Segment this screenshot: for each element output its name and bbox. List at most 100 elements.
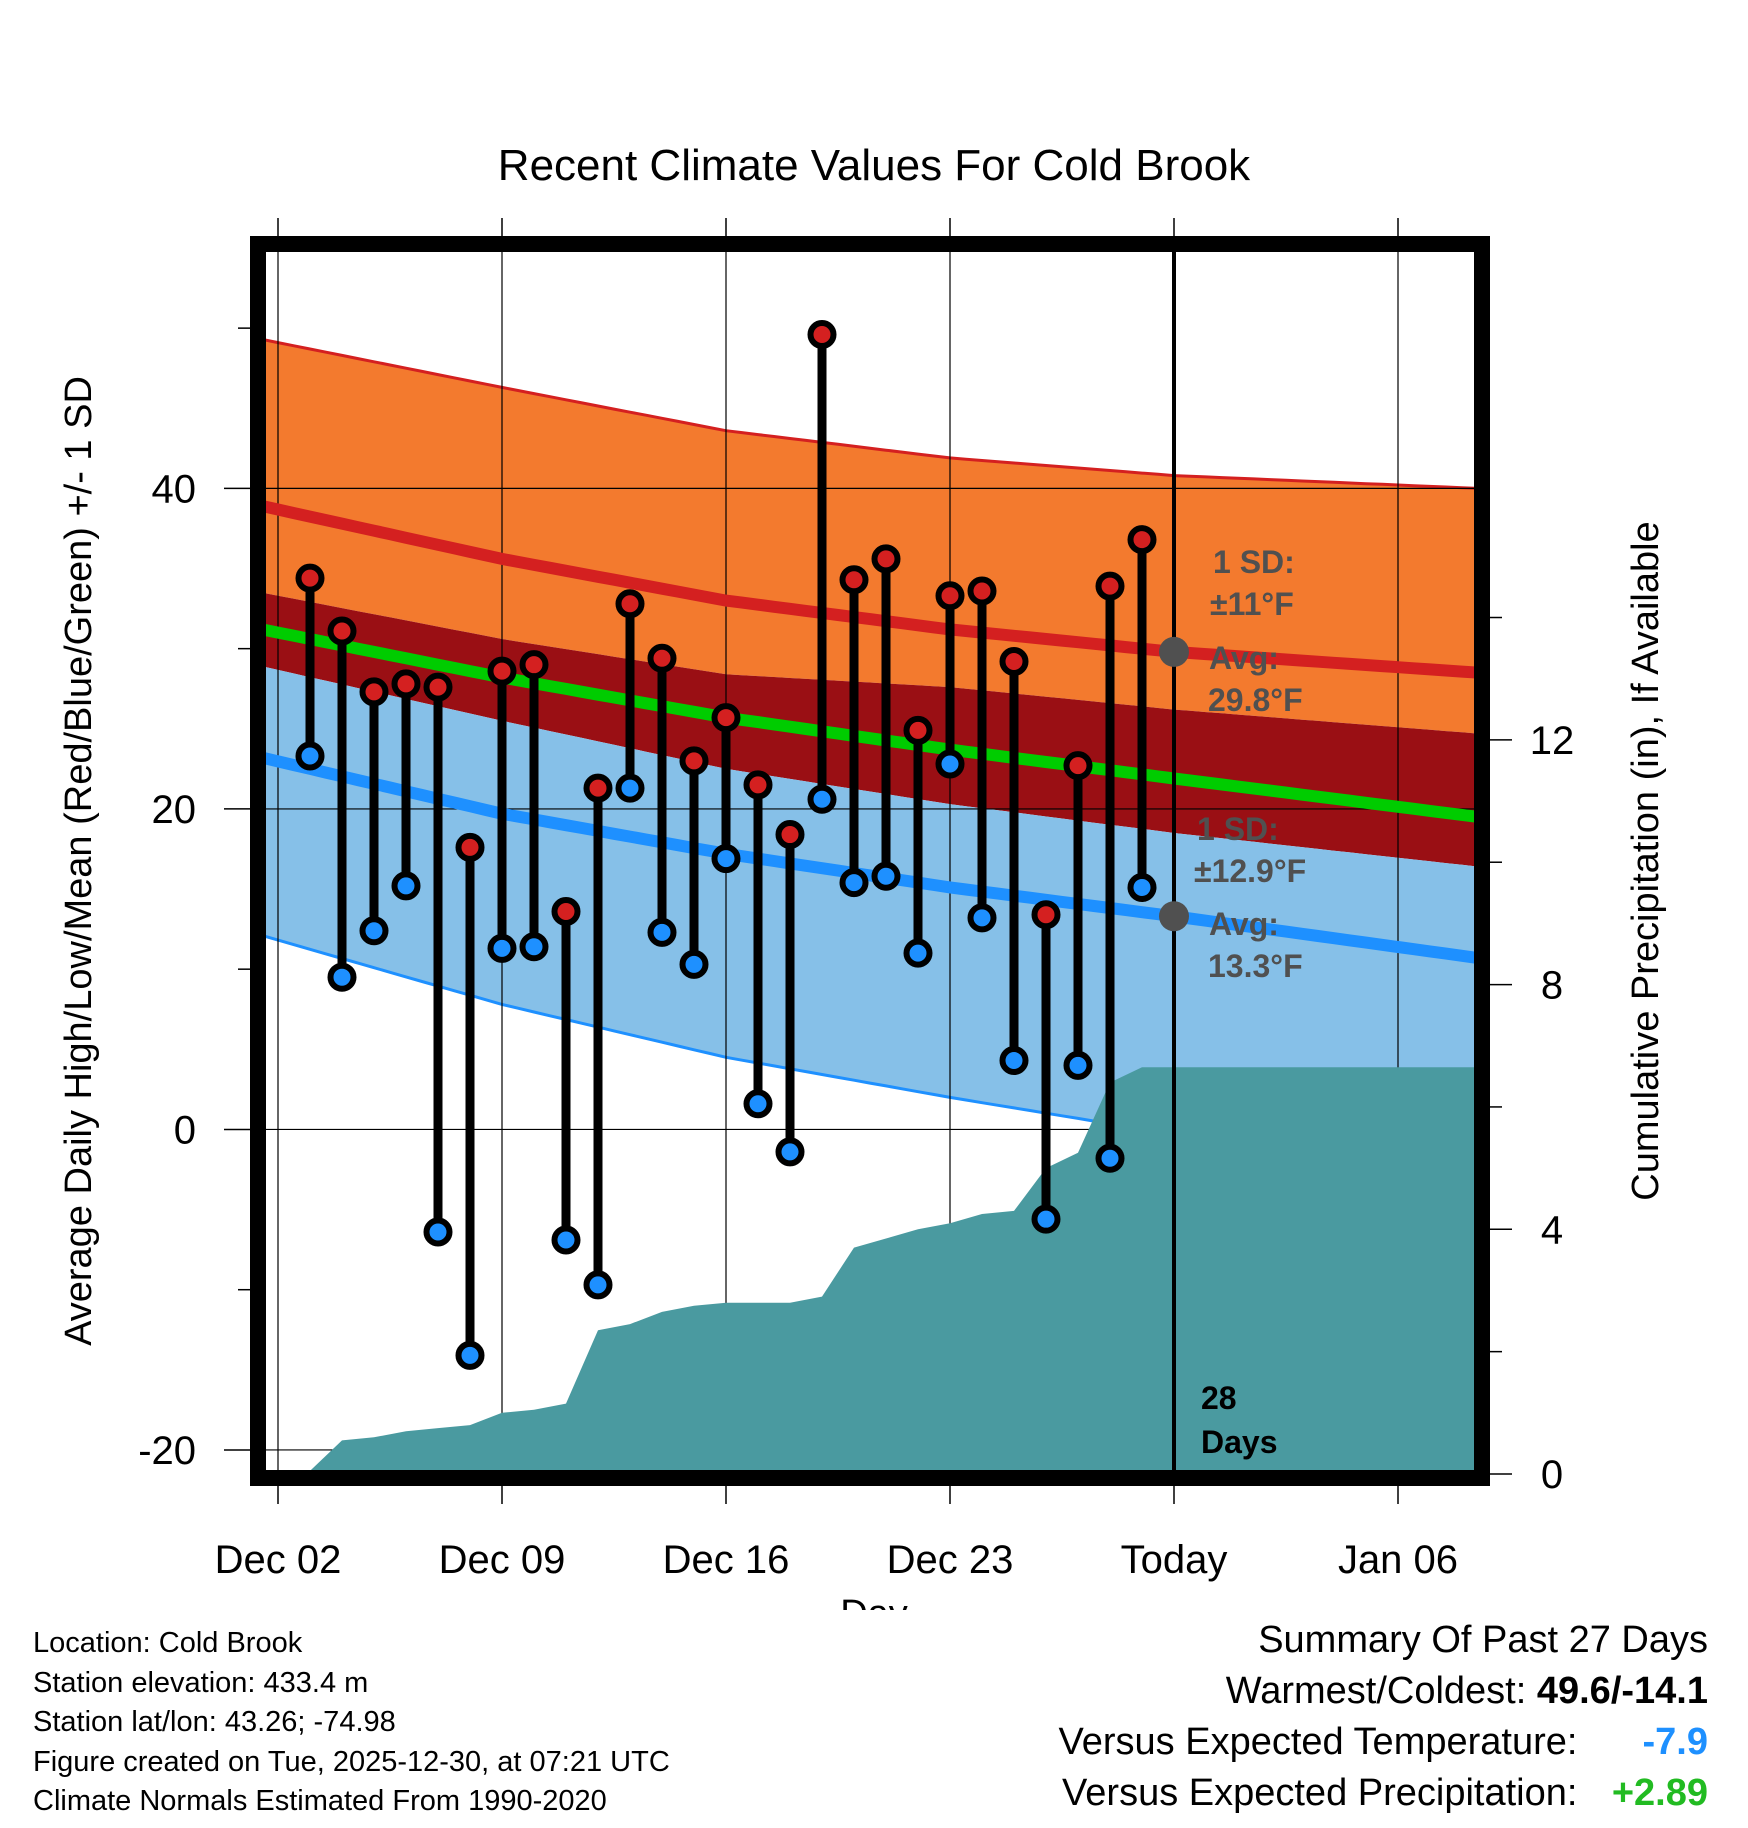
- low-point: [423, 1217, 453, 1247]
- y-tick-label-right-1: 4: [1541, 1208, 1563, 1252]
- high-point: [967, 576, 997, 606]
- day-bar-7: [519, 650, 549, 962]
- high-point: [1031, 900, 1061, 930]
- high-point: [935, 581, 965, 611]
- y-tick-label-right-0: 0: [1541, 1453, 1563, 1497]
- high-point: [711, 703, 741, 733]
- high-avg-value: 29.8°F: [1208, 682, 1303, 718]
- low-point: [903, 938, 933, 968]
- low-avg-value: 13.3°F: [1208, 948, 1303, 984]
- day-bar-20: [935, 581, 965, 779]
- x-tick-label-2: Dec 16: [663, 1538, 790, 1582]
- low-point: [519, 932, 549, 962]
- day-bar-6: [487, 656, 517, 963]
- high-point: [487, 656, 517, 686]
- high-point: [295, 563, 325, 593]
- summary-heading: Summary Of Past 27 Days: [1258, 1619, 1708, 1661]
- annotations: 1 SD: ±11°F Avg: 29.8°F 1 SD: ±12.9°F Av…: [1194, 544, 1306, 1460]
- low-point: [615, 773, 645, 803]
- chart-title: Recent Climate Values For Cold Brook: [498, 141, 1251, 190]
- y-tick-label-left-0: -20: [138, 1429, 196, 1473]
- low-point: [871, 861, 901, 891]
- plot-frame: [250, 236, 1490, 1486]
- days-count: 28: [1201, 1380, 1237, 1416]
- days-word: Days: [1201, 1424, 1278, 1460]
- elevation-text: Station elevation: 433.4 m: [33, 1666, 369, 1699]
- low-point: [679, 949, 709, 979]
- y-axis-label-right: Cumulative Precipitation (in), If Availa…: [1625, 521, 1667, 1200]
- day-bar-2: [359, 677, 389, 946]
- day-bar-15: [775, 820, 805, 1167]
- low-point: [327, 962, 357, 992]
- x-tick-label-0: Dec 02: [215, 1538, 342, 1582]
- low-point: [583, 1270, 613, 1300]
- summary-panel: Summary Of Past 27 Days Warmest/Coldest:…: [1059, 1615, 1708, 1819]
- day-bar-11: [647, 643, 677, 947]
- high-point: [327, 616, 357, 646]
- low-point: [743, 1089, 773, 1119]
- y-tick-label-left-1: 0: [174, 1108, 196, 1152]
- x-tick-label-1: Dec 09: [439, 1538, 566, 1582]
- low-sd-value: ±12.9°F: [1194, 853, 1306, 889]
- day-bar-14: [743, 770, 773, 1119]
- created-text: Figure created on Tue, 2025-12-30, at 07…: [33, 1745, 670, 1778]
- daily-bars: [295, 320, 1157, 1370]
- normals-text: Climate Normals Estimated From 1990-2020: [33, 1785, 607, 1817]
- summary-temp: Versus Expected Temperature: -7.9: [1059, 1717, 1708, 1768]
- day-bar-10: [615, 589, 645, 803]
- climate-chart: Recent Climate Values For Cold Brook Dec…: [58, 141, 1667, 1610]
- low-point: [839, 868, 869, 898]
- low-point: [647, 917, 677, 947]
- mean-avg-line: [262, 623, 1478, 823]
- annotation-markers: [1159, 636, 1189, 932]
- latlon-text: Station lat/lon: 43.26; -74.98: [33, 1706, 396, 1738]
- station-info: Location: Cold Brook Station elevation: …: [33, 1624, 670, 1822]
- low-point: [935, 749, 965, 779]
- high-point: [647, 643, 677, 673]
- low-point: [775, 1137, 805, 1167]
- low-point: [1063, 1050, 1093, 1080]
- high-avg-line: [262, 500, 1478, 679]
- day-bar-21: [967, 576, 997, 933]
- high-point: [903, 715, 933, 745]
- high-point: [1063, 751, 1093, 781]
- high-point: [679, 746, 709, 776]
- low-point: [1127, 872, 1157, 902]
- y-tick-label-right-2: 8: [1541, 964, 1563, 1008]
- precip-value: +2.89: [1611, 1772, 1708, 1814]
- day-bar-24: [1063, 751, 1093, 1080]
- low-point: [359, 916, 389, 946]
- high-point: [615, 589, 645, 619]
- low-point: [999, 1046, 1029, 1076]
- low-point: [967, 903, 997, 933]
- high-point: [1127, 525, 1157, 555]
- day-bar-5: [455, 832, 485, 1370]
- high-point: [551, 896, 581, 926]
- high-sd-label: 1 SD:: [1213, 544, 1295, 580]
- day-bar-26: [1127, 525, 1157, 902]
- y-axis-label-left: Average Daily High/Low/Mean (Red/Blue/Gr…: [58, 376, 100, 1346]
- high-point: [359, 677, 389, 707]
- low-avg-label: Avg:: [1209, 906, 1279, 942]
- low-point: [295, 741, 325, 771]
- day-bar-18: [871, 544, 901, 891]
- high-point: [807, 320, 837, 350]
- low-point: [487, 933, 517, 963]
- precip-area: [262, 1067, 1478, 1474]
- y-tick-label-left-2: 20: [152, 788, 197, 832]
- low-point: [1031, 1204, 1061, 1234]
- x-tick-label-4: Today: [1121, 1538, 1228, 1582]
- day-bar-1: [327, 616, 357, 992]
- low-point: [551, 1225, 581, 1255]
- summary-precip: Versus Expected Precipitation: +2.89: [1059, 1768, 1708, 1819]
- day-bar-17: [839, 565, 869, 898]
- high-upper-line: [262, 337, 1478, 490]
- day-bar-23: [1031, 900, 1061, 1234]
- day-bar-3: [391, 669, 421, 901]
- day-bar-16: [807, 320, 837, 814]
- summary-warm-cold: Warmest/Coldest: 49.6/-14.1: [1059, 1666, 1708, 1717]
- high-sd-value: ±11°F: [1210, 586, 1294, 622]
- high-point: [871, 544, 901, 574]
- high-point: [455, 832, 485, 862]
- low-point: [391, 871, 421, 901]
